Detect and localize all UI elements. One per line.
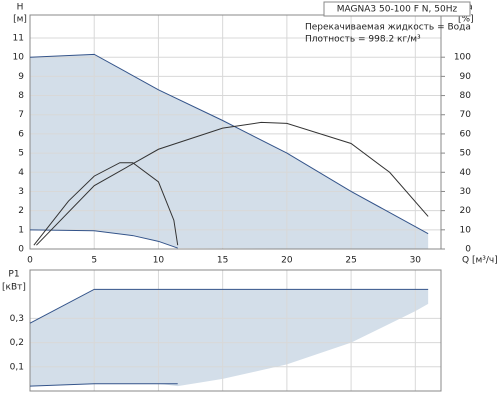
y2-tick-label: 10 <box>460 225 472 235</box>
chart-title: MAGNA3 50-100 F N, 50Hz <box>337 5 458 15</box>
y-tick-label: 0,1 <box>10 362 24 372</box>
note: Плотность = 998.2 кг/м³ <box>305 35 421 45</box>
operating-area <box>30 289 429 387</box>
plot-frame <box>29 269 442 392</box>
y-tick-label: 0,3 <box>10 314 24 324</box>
y2-tick-label: 0 <box>465 245 471 255</box>
y2-tick-label: 30 <box>460 187 472 197</box>
y-label: P1 <box>8 270 19 280</box>
y2-unit: [%] <box>458 15 474 25</box>
curve <box>33 162 179 246</box>
y-tick-label: 2 <box>18 206 24 216</box>
x-tick-label: 15 <box>217 256 228 266</box>
y2-tick-label: 70 <box>460 110 472 120</box>
y-tick-label: 5 <box>18 149 24 159</box>
y-tick-label: 11 <box>13 34 24 44</box>
x-tick-label: 25 <box>345 256 356 266</box>
y2-tick-label: 50 <box>460 149 472 159</box>
x-tick-label: 20 <box>281 256 293 266</box>
curve <box>29 383 178 387</box>
y2-tick-label: 20 <box>460 206 472 216</box>
y-tick-label: 7 <box>18 110 24 120</box>
x-label: Q [м³/ч] <box>462 256 498 266</box>
y2-tick-label: 60 <box>460 129 472 139</box>
x-tick-label: 0 <box>27 256 33 266</box>
note: Перекачиваемая жидкость = Вода <box>305 23 471 33</box>
y-tick-label: 6 <box>18 129 24 139</box>
y-tick-label: 9 <box>18 72 24 82</box>
y-tick-label: 3 <box>18 187 24 197</box>
curve <box>36 121 429 246</box>
y-tick-label: 8 <box>18 91 24 101</box>
y-tick-label: 4 <box>18 168 24 178</box>
x-tick-label: 5 <box>91 256 97 266</box>
operating-area <box>30 54 429 249</box>
y-tick-label: 0 <box>18 245 24 255</box>
x-tick-label: 10 <box>153 256 165 266</box>
y-tick-label: 1 <box>18 225 24 235</box>
plot-frame <box>29 14 442 250</box>
y-unit: [м] <box>13 15 27 25</box>
y2-tick-label: 40 <box>460 168 472 178</box>
y-unit: [кВт] <box>2 283 26 293</box>
y2-tick-label: 90 <box>460 72 472 82</box>
x-tick-label: 30 <box>410 256 422 266</box>
title-box <box>323 1 471 17</box>
curve <box>29 288 429 324</box>
curve <box>29 53 429 235</box>
y-tick-label: 0,2 <box>10 338 24 348</box>
y-label: H <box>17 3 24 13</box>
y-tick-label: 10 <box>13 53 25 63</box>
y2-tick-label: 80 <box>460 91 472 101</box>
y2-tick-label: 100 <box>454 53 471 63</box>
curve <box>29 229 178 249</box>
